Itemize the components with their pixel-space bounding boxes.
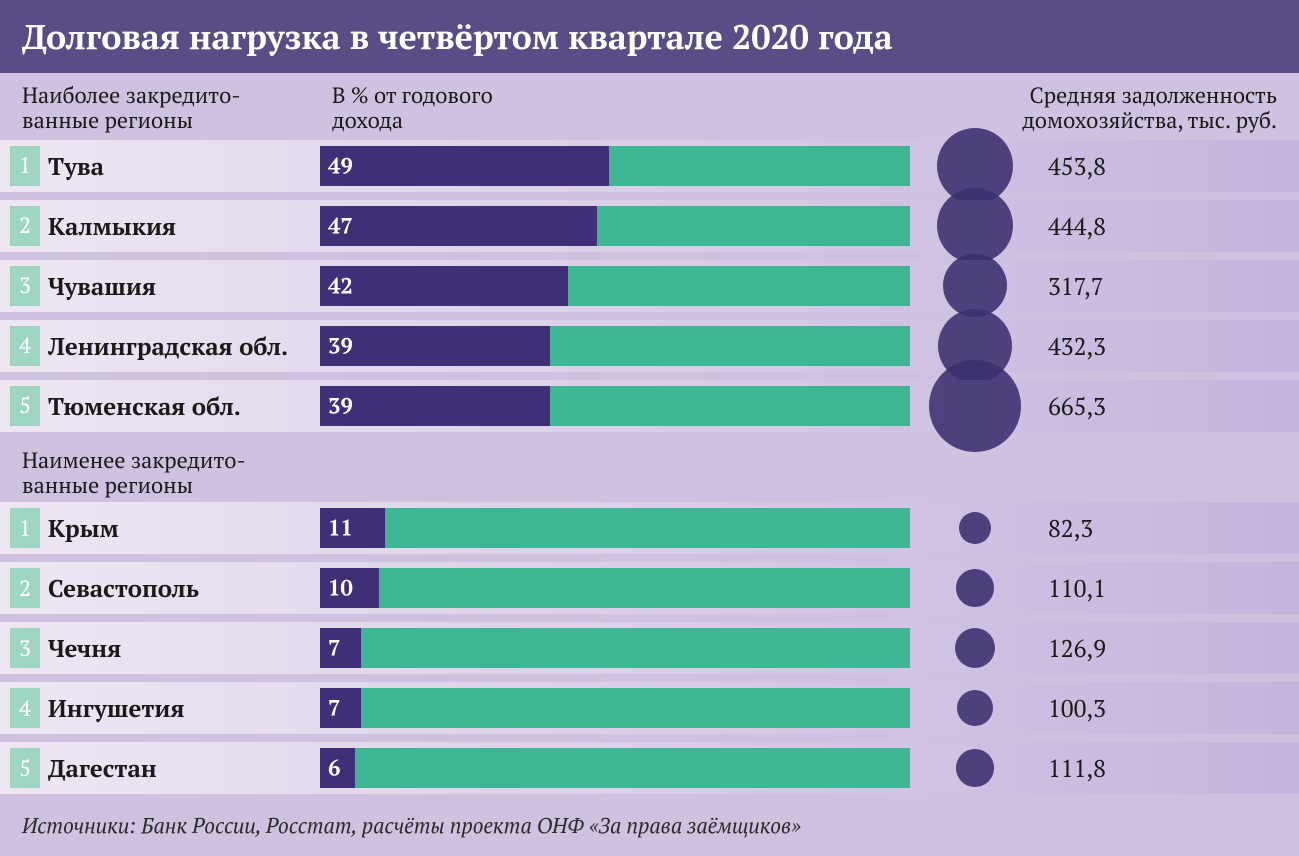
chart-title: Долговая нагрузка в четвёртом квартале 2…: [22, 14, 1277, 59]
percent-bar: 47: [320, 206, 910, 246]
bar-foreground: [320, 628, 361, 668]
rank-badge: 2: [10, 206, 40, 246]
table-row: 3Чечня 7 126,9: [0, 622, 1299, 674]
column-headers: Наиболее закредито-ванные регионы В % от…: [0, 73, 1299, 140]
sources-line: Источники: Банк России, Росстат, расчёты…: [0, 802, 1299, 850]
rank-badge: 1: [10, 508, 40, 548]
chart-header: Долговая нагрузка в четвёртом квартале 2…: [0, 0, 1299, 73]
table-row: 5Дагестан 6 111,8: [0, 742, 1299, 794]
region-name: Ленинградская обл.: [48, 330, 320, 362]
debt-value: 110,1: [1040, 572, 1277, 604]
bar-foreground: [320, 206, 597, 246]
section-label-least: Наименее закредито-ванные регионы: [0, 440, 1299, 503]
bar-value-label: 11: [328, 514, 353, 543]
rank-badge: 3: [10, 628, 40, 668]
debt-value: 82,3: [1040, 512, 1277, 544]
percent-bar: 7: [320, 628, 910, 668]
bar-value-label: 39: [328, 391, 353, 420]
table-row: 5Тюменская обл. 39 665,3: [0, 380, 1299, 432]
col-header-percent: В % от годовогодохода: [332, 83, 922, 134]
col-header-regions: Наиболее закредито-ванные регионы: [22, 83, 332, 134]
percent-bar: 6: [320, 748, 910, 788]
bar-foreground: [320, 386, 550, 426]
region-name: Севастополь: [48, 572, 320, 604]
debt-bubble-icon: [957, 690, 993, 726]
region-name: Крым: [48, 512, 320, 544]
percent-bar: 11: [320, 508, 910, 548]
table-row: 1Крым 11 82,3: [0, 502, 1299, 554]
bar-value-label: 47: [328, 211, 353, 240]
bar-background: [320, 508, 910, 548]
bar-foreground: [320, 146, 609, 186]
rank-badge: 1: [10, 146, 40, 186]
table-row: 4Ингушетия 7 100,3: [0, 682, 1299, 734]
bar-value-label: 42: [328, 271, 353, 300]
bar-foreground: [320, 326, 550, 366]
region-name: Дагестан: [48, 752, 320, 784]
debt-bubble-icon: [955, 628, 995, 668]
bar-background: [320, 628, 910, 668]
bar-background: [320, 568, 910, 608]
region-name: Ингушетия: [48, 692, 320, 724]
percent-bar: 42: [320, 266, 910, 306]
table-row: 1Тува 49 453,8: [0, 140, 1299, 192]
rank-badge: 4: [10, 326, 40, 366]
top-regions-list: 1Тува 49 453,8 2Калмыкия 47 444,8 3Чувашия 42 31…: [0, 140, 1299, 432]
debt-value: 100,3: [1040, 692, 1277, 724]
region-name: Чечня: [48, 632, 320, 664]
percent-bar: 10: [320, 568, 910, 608]
debt-bubble-icon: [959, 512, 991, 544]
bar-foreground: [320, 688, 361, 728]
bar-value-label: 7: [328, 694, 340, 723]
table-row: 3Чувашия 42 317,7: [0, 260, 1299, 312]
debt-bubble-icon: [929, 360, 1021, 452]
col-header-debt: Средняя задолженностьдомохозяйства, тыс.…: [922, 83, 1277, 134]
debt-value: 111,8: [1040, 752, 1277, 784]
rank-badge: 2: [10, 568, 40, 608]
region-name: Калмыкия: [48, 210, 320, 242]
percent-bar: 39: [320, 326, 910, 366]
table-row: 4Ленинградская обл. 39 432,3: [0, 320, 1299, 372]
bar-background: [320, 688, 910, 728]
percent-bar: 39: [320, 386, 910, 426]
table-row: 2Севастополь 10 110,1: [0, 562, 1299, 614]
bar-background: [320, 748, 910, 788]
bar-value-label: 39: [328, 331, 353, 360]
debt-bubble-icon: [956, 749, 994, 787]
debt-bubble-icon: [943, 254, 1007, 318]
region-name: Тюменская обл.: [48, 390, 320, 422]
rank-badge: 5: [10, 386, 40, 426]
debt-bubble-icon: [956, 569, 993, 606]
region-name: Тува: [48, 150, 320, 182]
bar-value-label: 6: [328, 754, 340, 783]
bar-value-label: 10: [328, 574, 353, 603]
rank-badge: 5: [10, 748, 40, 788]
region-name: Чувашия: [48, 270, 320, 302]
debt-bubble-icon: [937, 188, 1012, 263]
rank-badge: 4: [10, 688, 40, 728]
debt-value: 453,8: [1040, 150, 1277, 182]
debt-value: 665,3: [1040, 390, 1277, 422]
debt-value: 432,3: [1040, 330, 1277, 362]
debt-value: 317,7: [1040, 270, 1277, 302]
percent-bar: 49: [320, 146, 910, 186]
bar-value-label: 49: [328, 151, 353, 180]
debt-value: 444,8: [1040, 210, 1277, 242]
table-row: 2Калмыкия 47 444,8: [0, 200, 1299, 252]
bar-foreground: [320, 266, 568, 306]
percent-bar: 7: [320, 688, 910, 728]
debt-value: 126,9: [1040, 632, 1277, 664]
rank-badge: 3: [10, 266, 40, 306]
bar-value-label: 7: [328, 634, 340, 663]
bottom-regions-list: 1Крым 11 82,3 2Севастополь 10 110,1 3Чечня 7 126…: [0, 502, 1299, 794]
